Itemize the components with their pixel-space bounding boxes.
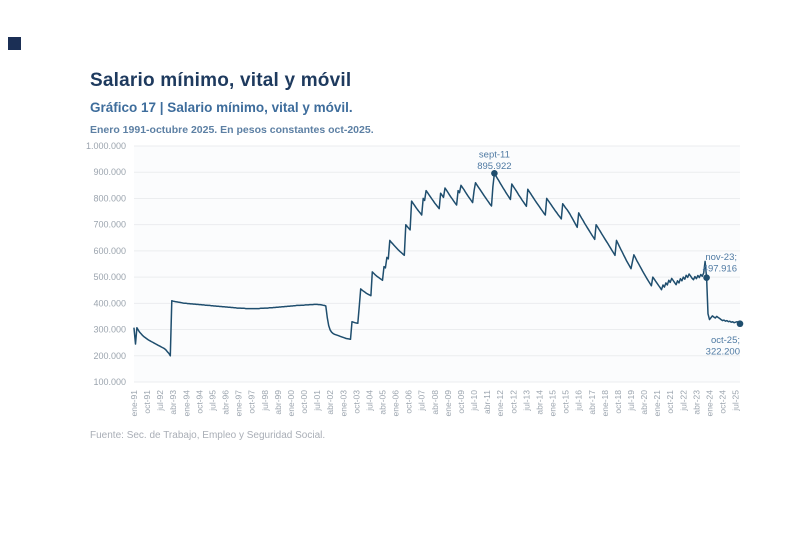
x-axis-tick-label: jul-95 — [207, 390, 217, 412]
x-axis-tick-label: ene-06 — [391, 390, 401, 417]
x-axis-tick-label: abr-23 — [691, 390, 701, 415]
y-axis-tick-label: 1.000.000 — [86, 141, 126, 151]
x-axis-tick-label: oct-03 — [351, 390, 361, 414]
chart-caption: Enero 1991-octubre 2025. En pesos consta… — [90, 124, 374, 136]
x-axis-tick-label: jul-19 — [626, 390, 636, 412]
x-axis-tick-label: abr-05 — [378, 390, 388, 415]
data-point-marker — [703, 274, 710, 281]
x-axis-tick-label: jul-04 — [364, 390, 374, 412]
data-point-marker — [491, 169, 498, 177]
data-point-marker — [736, 320, 744, 328]
x-axis-tick-label: abr-02 — [325, 390, 335, 415]
x-axis-tick-label: abr-99 — [273, 390, 283, 415]
x-axis-tick-label: ene-09 — [443, 390, 453, 417]
x-axis-tick-label: ene-24 — [704, 390, 714, 417]
x-axis-tick-label: oct-91 — [142, 390, 152, 414]
annotation-label: nov-23; — [705, 252, 737, 263]
chart-subtitle: Gráfico 17 | Salario mínimo, vital y móv… — [90, 100, 353, 115]
y-axis-tick-label: 200.000 — [93, 351, 126, 361]
x-axis-tick-label: ene-18 — [600, 390, 610, 417]
x-axis-tick-label: ene-03 — [338, 390, 348, 417]
x-axis-tick-label: abr-20 — [639, 390, 649, 415]
x-axis-tick-label: abr-08 — [430, 390, 440, 415]
x-axis-tick-label: jul-01 — [312, 390, 322, 412]
plot-area — [134, 146, 740, 382]
x-axis-tick-label: jul-25 — [731, 390, 741, 412]
x-axis-tick-label: jul-16 — [574, 390, 584, 412]
x-axis-tick-label: ene-91 — [129, 390, 139, 417]
x-axis-tick-label: oct-97 — [247, 390, 257, 414]
x-axis-tick-label: oct-15 — [561, 390, 571, 414]
x-axis-tick-label: abr-17 — [587, 390, 597, 415]
x-axis-tick-label: abr-11 — [482, 390, 492, 414]
annotation-label: 895.922 — [477, 161, 511, 172]
annotation-label: 322.200 — [706, 347, 740, 358]
y-axis-tick-label: 300.000 — [93, 325, 126, 335]
y-axis-tick-label: 700.000 — [93, 220, 126, 230]
annotation-label: 497.916 — [703, 264, 737, 275]
x-axis-tick-label: oct-94 — [194, 390, 204, 414]
x-axis-tick-label: oct-21 — [665, 390, 675, 414]
y-axis-tick-label: 800.000 — [93, 193, 126, 203]
x-axis-tick-label: oct-06 — [404, 390, 414, 414]
x-axis-tick-label: abr-93 — [168, 390, 178, 415]
page-title: Salario mínimo, vital y móvil — [90, 70, 352, 91]
x-axis-tick-label: ene-12 — [495, 390, 505, 417]
y-axis-tick-label: 600.000 — [93, 246, 126, 256]
y-axis-tick-label: 400.000 — [93, 298, 126, 308]
x-axis-tick-label: oct-00 — [299, 390, 309, 414]
y-axis-tick-label: 500.000 — [93, 272, 126, 282]
x-axis-tick-label: oct-09 — [456, 390, 466, 414]
x-axis-tick-label: ene-00 — [286, 390, 296, 417]
annotation-label: oct-25; — [711, 335, 740, 346]
x-axis-tick-label: abr-14 — [534, 390, 544, 415]
x-axis-tick-label: jul-98 — [260, 390, 270, 412]
x-axis-tick-label: jul-22 — [678, 390, 688, 412]
x-axis-tick-label: jul-07 — [417, 390, 427, 412]
wage-line-series — [133, 172, 741, 357]
x-axis-tick-label: ene-94 — [181, 390, 191, 417]
y-axis-tick-label: 900.000 — [93, 167, 126, 177]
x-axis-tick-label: ene-21 — [652, 390, 662, 417]
x-axis-tick-label: jul-10 — [469, 390, 479, 412]
x-axis-tick-label: ene-97 — [234, 390, 244, 417]
annotation-label: sept-11 — [479, 149, 510, 160]
x-axis-tick-label: abr-96 — [221, 390, 231, 415]
x-axis-tick-label: jul-13 — [521, 390, 531, 412]
x-axis-tick-label: oct-12 — [508, 390, 518, 414]
x-axis-tick-label: jul-92 — [155, 390, 165, 412]
source-note: Fuente: Sec. de Trabajo, Empleo y Seguri… — [90, 430, 326, 441]
x-axis-tick-label: oct-24 — [718, 390, 728, 414]
logo-mark — [8, 37, 21, 50]
x-axis-tick-label: ene-15 — [548, 390, 558, 417]
x-axis-tick-label: oct-18 — [613, 390, 623, 414]
y-axis-tick-label: 100.000 — [93, 377, 126, 387]
